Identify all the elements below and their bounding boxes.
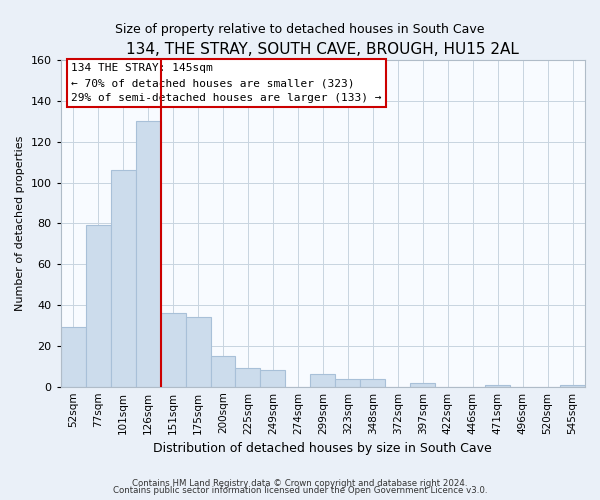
Bar bbox=[61, 328, 86, 386]
X-axis label: Distribution of detached houses by size in South Cave: Distribution of detached houses by size … bbox=[154, 442, 492, 455]
Text: Size of property relative to detached houses in South Cave: Size of property relative to detached ho… bbox=[115, 22, 485, 36]
Bar bbox=[310, 374, 335, 386]
Bar bbox=[136, 122, 161, 386]
Bar bbox=[260, 370, 286, 386]
Bar bbox=[211, 356, 235, 386]
Bar bbox=[86, 226, 110, 386]
Bar bbox=[485, 384, 510, 386]
Bar bbox=[235, 368, 260, 386]
Text: Contains public sector information licensed under the Open Government Licence v3: Contains public sector information licen… bbox=[113, 486, 487, 495]
Bar bbox=[335, 378, 361, 386]
Bar bbox=[161, 313, 185, 386]
Y-axis label: Number of detached properties: Number of detached properties bbox=[15, 136, 25, 311]
Text: Contains HM Land Registry data © Crown copyright and database right 2024.: Contains HM Land Registry data © Crown c… bbox=[132, 478, 468, 488]
Title: 134, THE STRAY, SOUTH CAVE, BROUGH, HU15 2AL: 134, THE STRAY, SOUTH CAVE, BROUGH, HU15… bbox=[127, 42, 519, 58]
Bar bbox=[185, 318, 211, 386]
Bar bbox=[361, 378, 385, 386]
Bar bbox=[560, 384, 585, 386]
Text: 134 THE STRAY: 145sqm
← 70% of detached houses are smaller (323)
29% of semi-det: 134 THE STRAY: 145sqm ← 70% of detached … bbox=[71, 64, 382, 103]
Bar bbox=[410, 382, 435, 386]
Bar bbox=[110, 170, 136, 386]
